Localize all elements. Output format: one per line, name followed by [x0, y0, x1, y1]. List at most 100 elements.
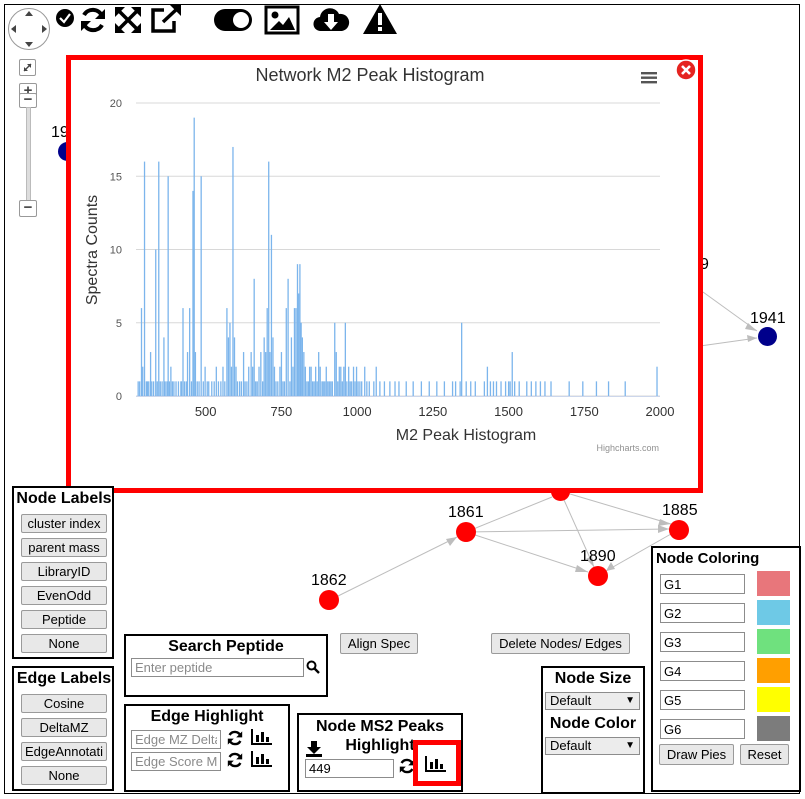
chart-bar[interactable]: [269, 352, 271, 396]
group-color-swatch-g3[interactable]: [757, 629, 790, 654]
chart-bar[interactable]: [152, 381, 155, 396]
chart-bar[interactable]: [550, 381, 552, 396]
cloud-download-icon[interactable]: [312, 5, 350, 35]
chart-bar[interactable]: [366, 381, 368, 396]
edge-label-deltamz-button[interactable]: DeltaMZ: [21, 718, 107, 737]
chart-bar[interactable]: [568, 381, 570, 396]
chart-bar[interactable]: [213, 381, 215, 396]
chart-bar[interactable]: [544, 381, 546, 396]
chart-bar[interactable]: [189, 308, 191, 396]
chart-bar[interactable]: [526, 381, 528, 396]
network-node-1861[interactable]: [456, 522, 476, 542]
chart-bar[interactable]: [500, 381, 502, 396]
toggle-icon[interactable]: [213, 8, 253, 32]
group-name-input-g2[interactable]: [660, 603, 745, 623]
ms2-histogram-icon[interactable]: [424, 755, 447, 773]
chart-bar[interactable]: [167, 176, 169, 396]
chart-bar[interactable]: [459, 381, 461, 396]
chart-bar[interactable]: [296, 264, 299, 396]
chart-bar[interactable]: [260, 352, 262, 396]
chart-bar[interactable]: [252, 366, 254, 396]
chart-bar[interactable]: [298, 293, 300, 396]
chart-bar[interactable]: [454, 381, 457, 396]
chart-bar[interactable]: [398, 381, 400, 396]
search-icon[interactable]: [306, 660, 320, 674]
chart-bar[interactable]: [340, 366, 342, 396]
chart-bar[interactable]: [158, 161, 160, 396]
chart-bar[interactable]: [279, 366, 281, 396]
chart-bar[interactable]: [273, 366, 276, 396]
search-peptide-input[interactable]: [131, 658, 304, 677]
chart-bar[interactable]: [171, 381, 174, 396]
chart-bar[interactable]: [208, 381, 210, 396]
group-name-input-g1[interactable]: [660, 574, 745, 594]
chart-bar[interactable]: [511, 352, 513, 396]
chart-bar[interactable]: [338, 366, 340, 396]
chart-bar[interactable]: [287, 278, 289, 396]
zoom-level-minus-button[interactable]: −: [19, 92, 37, 108]
chart-bar[interactable]: [211, 381, 213, 396]
chart-bar[interactable]: [428, 381, 430, 396]
chart-bar[interactable]: [159, 381, 161, 396]
chart-bar[interactable]: [346, 381, 348, 396]
chart-bar[interactable]: [289, 381, 291, 396]
chart-bar[interactable]: [321, 381, 323, 396]
chart-bar[interactable]: [202, 381, 204, 396]
chart-bar[interactable]: [182, 308, 184, 396]
chart-bar[interactable]: [265, 352, 267, 396]
network-node-1885[interactable]: [669, 520, 689, 540]
chart-credit[interactable]: Highcharts.com: [596, 443, 659, 453]
chart-bar[interactable]: [504, 381, 507, 396]
chart-bar[interactable]: [290, 337, 293, 396]
chart-bar[interactable]: [143, 161, 146, 396]
chart-bar[interactable]: [394, 381, 396, 396]
chart-bar[interactable]: [492, 381, 495, 396]
group-color-swatch-g2[interactable]: [757, 600, 790, 625]
chart-bar[interactable]: [293, 308, 296, 396]
chart-bar[interactable]: [335, 352, 337, 396]
chart-bar[interactable]: [359, 381, 361, 396]
chart-bar[interactable]: [166, 381, 168, 396]
chart-bar[interactable]: [198, 381, 200, 396]
chart-bar[interactable]: [325, 366, 327, 396]
chart-bar[interactable]: [248, 366, 250, 396]
chart-bar[interactable]: [227, 337, 230, 396]
chart-bar[interactable]: [535, 381, 537, 396]
chart-bar[interactable]: [334, 322, 336, 396]
chart-bar[interactable]: [539, 381, 542, 396]
chart-bar[interactable]: [489, 381, 492, 396]
node-color-select[interactable]: Default ▼: [545, 737, 640, 755]
node-label-none-button[interactable]: None: [21, 634, 107, 653]
chart-bar[interactable]: [277, 381, 279, 396]
network-node-1890[interactable]: [588, 566, 608, 586]
chart-bar[interactable]: [253, 278, 255, 396]
zoom-out-button[interactable]: −: [19, 200, 37, 217]
edge-label-none-button[interactable]: None: [21, 766, 107, 785]
node-label-peptide-button[interactable]: Peptide: [21, 610, 107, 629]
chart-bar[interactable]: [443, 381, 446, 396]
chart-bar[interactable]: [351, 381, 353, 396]
chart-bar[interactable]: [306, 381, 308, 396]
chart-bar[interactable]: [235, 366, 237, 396]
chart-bar[interactable]: [324, 381, 326, 396]
chart-bar[interactable]: [161, 381, 163, 396]
chart-bar[interactable]: [196, 381, 198, 396]
chart-bar[interactable]: [451, 381, 454, 396]
chart-bar[interactable]: [192, 190, 194, 396]
zoom-slider-track[interactable]: [26, 107, 31, 203]
chart-bar[interactable]: [206, 381, 208, 396]
chart-bar[interactable]: [258, 366, 260, 396]
group-name-input-g4[interactable]: [660, 661, 745, 681]
chart-bar[interactable]: [282, 381, 284, 396]
close-icon[interactable]: [675, 59, 697, 81]
edge-label-edgeannotation-button[interactable]: EdgeAnnotati: [21, 742, 107, 761]
chart-bar[interactable]: [303, 352, 305, 396]
expand-icon[interactable]: [113, 5, 143, 35]
chart-bar[interactable]: [373, 381, 375, 396]
chart-bar[interactable]: [272, 337, 274, 396]
node-label-cluster-index-button[interactable]: cluster index: [21, 514, 107, 533]
chart-bar[interactable]: [185, 381, 187, 396]
network-node-1941[interactable]: [758, 327, 777, 346]
group-color-swatch-g4[interactable]: [757, 658, 790, 683]
chart-bar[interactable]: [361, 381, 363, 396]
